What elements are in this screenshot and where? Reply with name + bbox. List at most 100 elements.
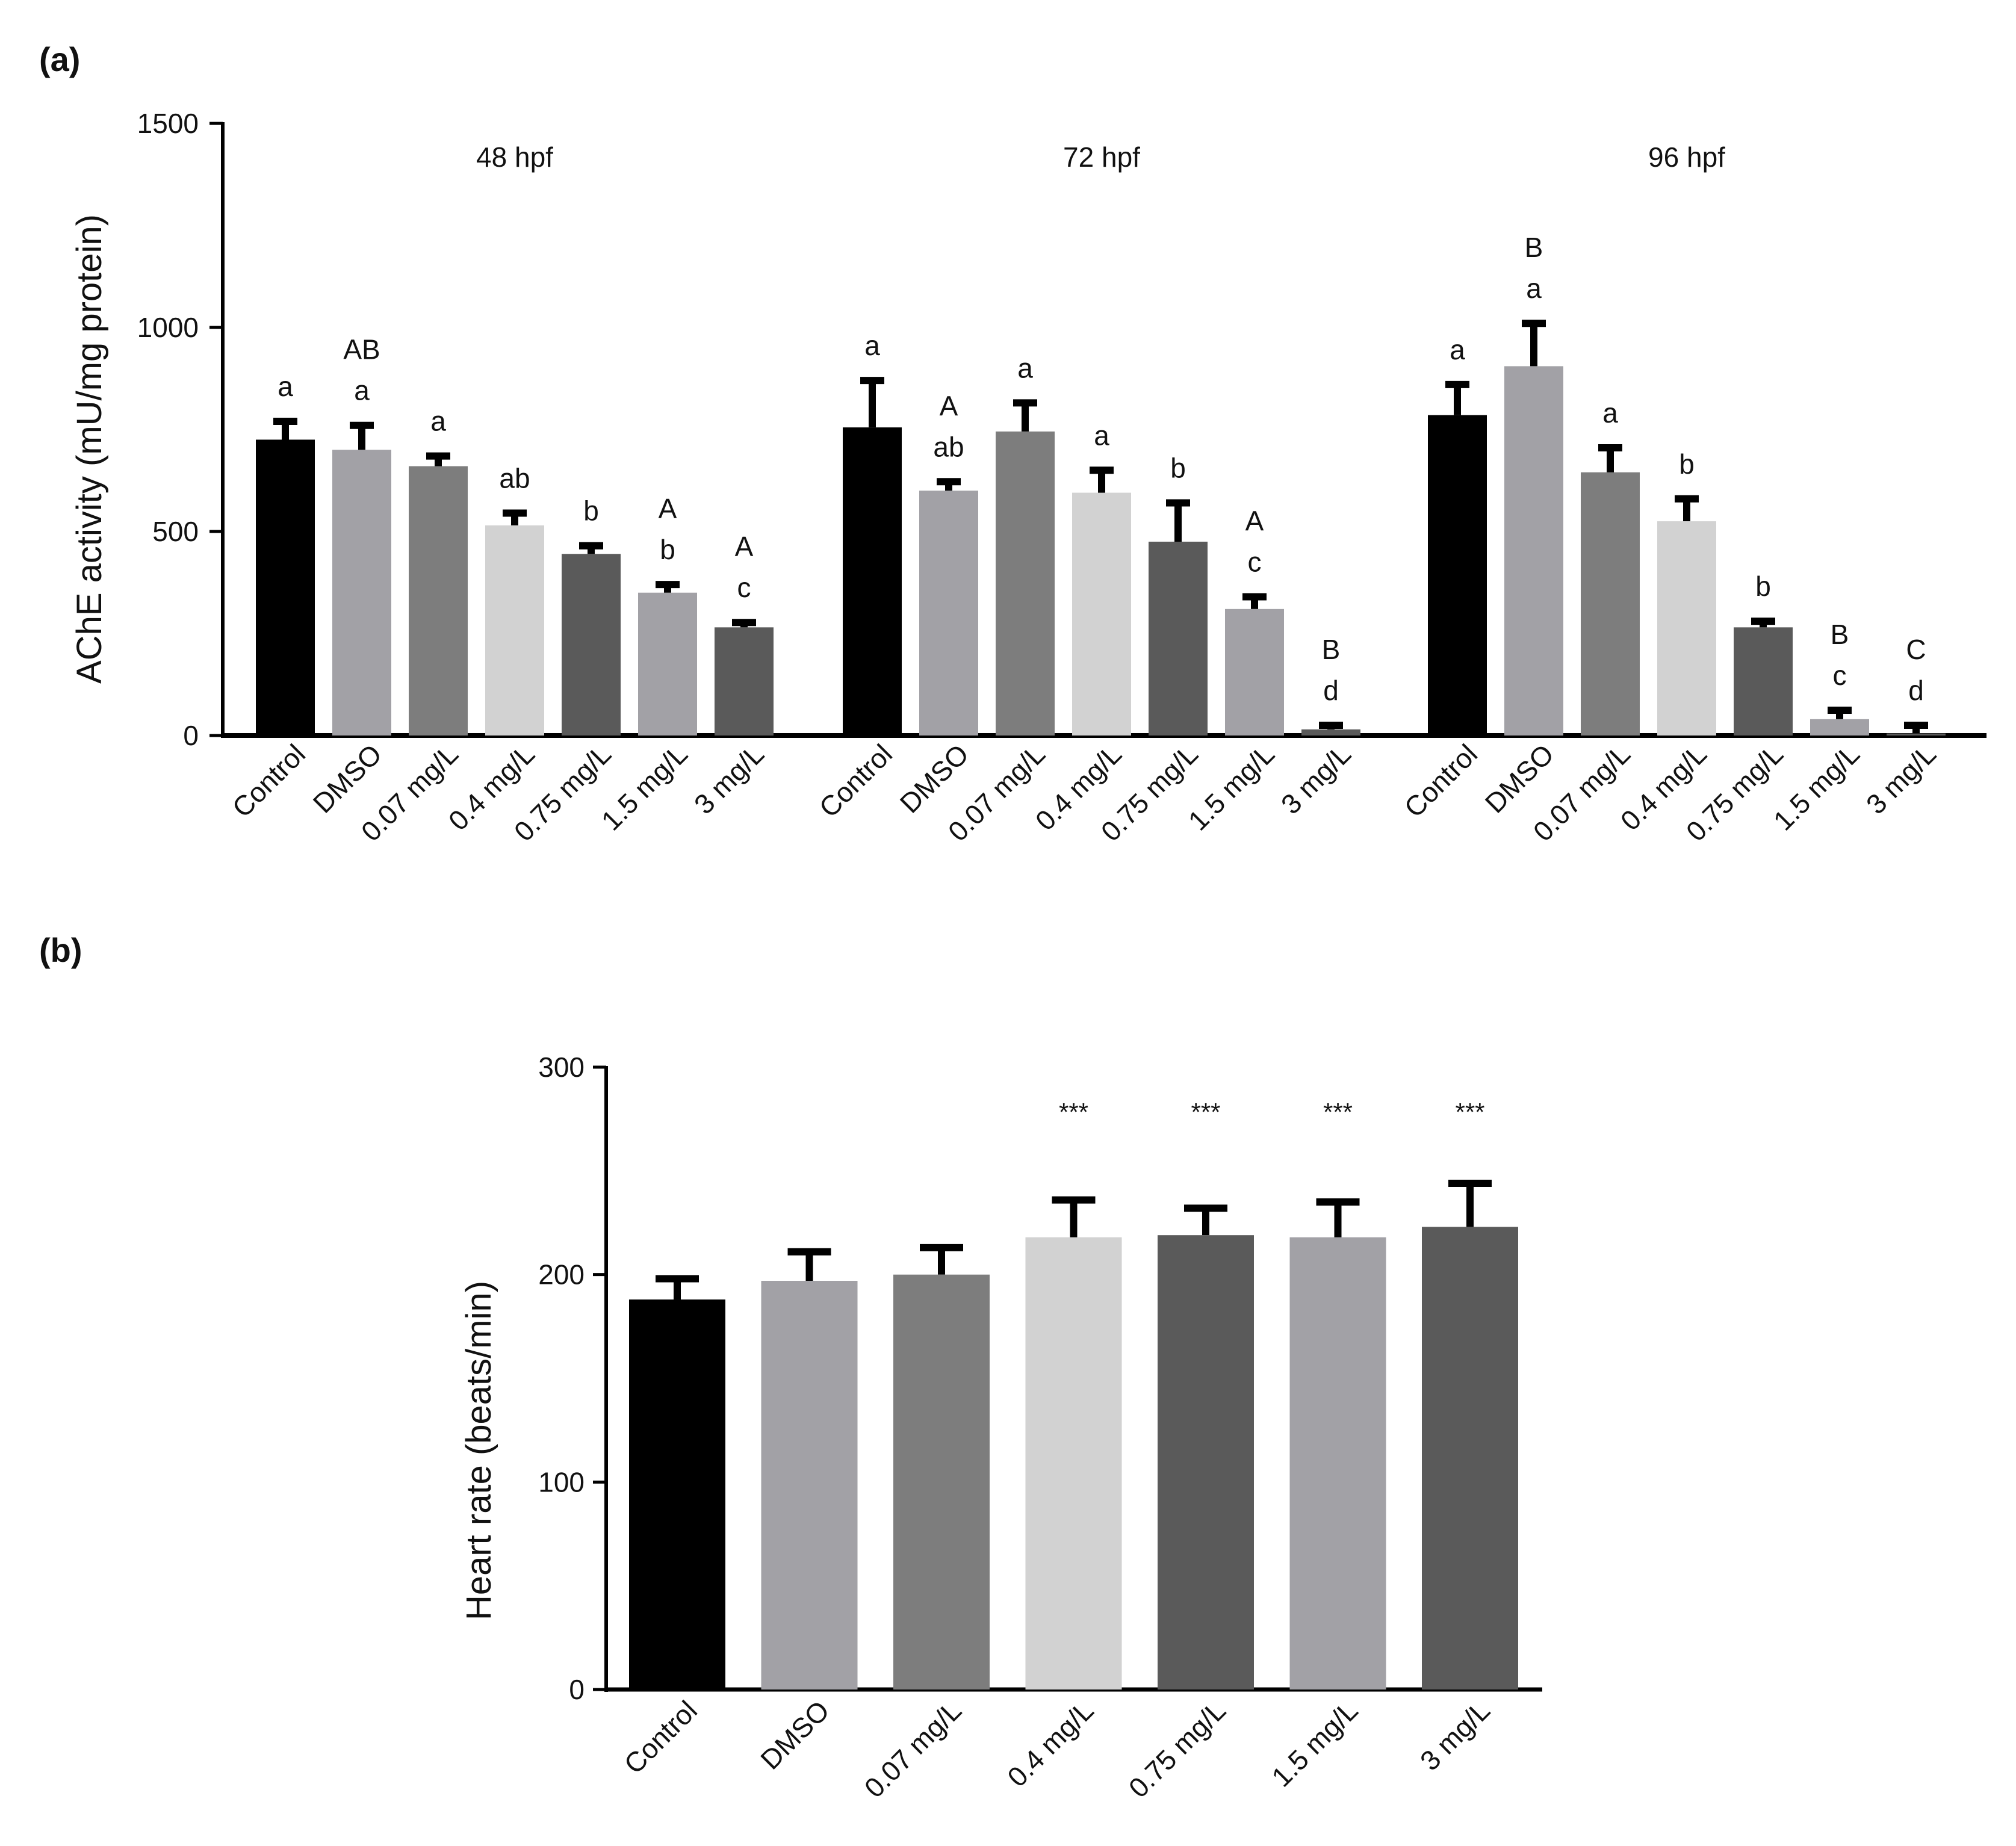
bar-96-hpf-control <box>1428 415 1487 736</box>
bar-96-hpf-0-75-mg-l <box>1734 627 1793 736</box>
letter-72-hpf-1-5-mg-l-0: A <box>1245 505 1264 536</box>
x-label-48-hpf-3-mg-l: 3 mg/L <box>688 738 770 820</box>
hr-significance-3-mg-l: *** <box>1455 1098 1484 1126</box>
hr-x-label-control: Control <box>618 1694 703 1780</box>
b-y-tick-label-200: 200 <box>538 1259 585 1290</box>
letter-96-hpf-3-mg-l-0: C <box>1906 634 1926 665</box>
panel-a: (a) AChE activity (mU/mg protein) 0 500 10… <box>39 40 1987 847</box>
letter-48-hpf-3-mg-l-0: A <box>735 531 754 562</box>
letter-48-hpf-0-07-mg-l-0: a <box>430 406 446 437</box>
bar-72-hpf-control <box>843 427 902 736</box>
x-label-72-hpf-1-5-mg-l: 1.5 mg/L <box>1182 738 1280 836</box>
hr-x-label-0-75-mg-l: 0.75 mg/L <box>1123 1694 1232 1803</box>
bar-72-hpf-0-75-mg-l <box>1149 541 1208 736</box>
letter-96-hpf-0-75-mg-l-0: b <box>1755 571 1771 602</box>
letter-96-hpf-0-4-mg-l-0: b <box>1679 448 1695 480</box>
letter-48-hpf-0-4-mg-l-0: ab <box>499 462 530 494</box>
hr-bar-0-75-mg-l <box>1158 1235 1254 1690</box>
x-label-96-hpf-control: Control <box>1398 738 1483 823</box>
x-label-96-hpf-1-5-mg-l: 1.5 mg/L <box>1767 738 1866 836</box>
letter-48-hpf-dmso-1: a <box>354 375 370 406</box>
letter-72-hpf-control-0: a <box>864 330 880 361</box>
panel-a-y-axis-label: AChE activity (mU/mg protein) <box>70 214 109 684</box>
hr-bar-3-mg-l <box>1422 1227 1518 1690</box>
letter-72-hpf-3-mg-l-1: d <box>1323 675 1339 706</box>
bar-72-hpf-0-07-mg-l <box>996 431 1055 736</box>
x-label-48-hpf-control: Control <box>226 738 311 823</box>
letter-48-hpf-control-0: a <box>278 371 293 402</box>
panel-b-y-axis-label: Heart rate (beats/min) <box>459 1281 498 1620</box>
bar-72-hpf-3-mg-l <box>1301 729 1360 736</box>
bar-48-hpf-0-4-mg-l <box>485 525 544 736</box>
hr-significance-1-5-mg-l: *** <box>1323 1098 1353 1126</box>
bar-72-hpf-1-5-mg-l <box>1225 609 1284 736</box>
x-label-48-hpf-1-5-mg-l: 1.5 mg/L <box>595 738 693 836</box>
panel-b: (b) Heart rate (beats/min) 0 100 200 300 Co… <box>39 931 1542 1804</box>
panel-a-label: (a) <box>39 40 80 78</box>
letter-72-hpf-dmso-0: A <box>940 390 958 421</box>
bar-96-hpf-dmso <box>1504 366 1563 736</box>
b-y-tick-label-300: 300 <box>538 1052 585 1083</box>
letter-96-hpf-dmso-1: a <box>1526 273 1542 304</box>
y-tick-label-500: 500 <box>152 516 199 547</box>
letter-96-hpf-control-0: a <box>1450 334 1465 365</box>
hr-x-label-dmso: DMSO <box>754 1694 835 1775</box>
bar-72-hpf-0-4-mg-l <box>1072 492 1131 736</box>
x-label-96-hpf-3-mg-l: 3 mg/L <box>1860 738 1942 820</box>
bar-48-hpf-control <box>256 439 315 736</box>
bar-48-hpf-1-5-mg-l <box>638 592 697 736</box>
bar-72-hpf-dmso <box>919 491 978 736</box>
hr-bar-0-07-mg-l <box>893 1274 990 1690</box>
y-tick-label-1000: 1000 <box>137 312 199 343</box>
x-label-72-hpf-3-mg-l: 3 mg/L <box>1275 738 1357 820</box>
x-label-72-hpf-control: Control <box>813 738 898 823</box>
letter-72-hpf-0-07-mg-l-0: a <box>1017 352 1033 383</box>
group-label-48hpf: 48 hpf <box>476 141 553 173</box>
letter-48-hpf-dmso-0: AB <box>343 334 380 365</box>
panel-b-y-ticks: 0 100 200 300 <box>538 1052 606 1705</box>
letter-96-hpf-3-mg-l-1: d <box>1908 675 1924 706</box>
bar-96-hpf-3-mg-l <box>1887 733 1946 736</box>
panel-a-y-ticks: 0 500 1000 1500 <box>137 108 223 751</box>
panel-a-bars <box>256 320 1946 736</box>
letter-72-hpf-3-mg-l-0: B <box>1322 634 1341 665</box>
hr-x-label-0-07-mg-l: 0.07 mg/L <box>858 1694 967 1803</box>
letter-48-hpf-1-5-mg-l-0: A <box>659 493 677 524</box>
letter-96-hpf-0-07-mg-l-0: a <box>1602 397 1618 429</box>
group-label-72hpf: 72 hpf <box>1063 141 1140 173</box>
bar-96-hpf-1-5-mg-l <box>1810 719 1869 736</box>
hr-x-label-0-4-mg-l: 0.4 mg/L <box>1001 1694 1099 1792</box>
hr-bar-dmso <box>761 1281 858 1690</box>
letter-96-hpf-dmso-0: B <box>1525 232 1543 263</box>
letter-48-hpf-1-5-mg-l-1: b <box>660 534 675 565</box>
letter-72-hpf-1-5-mg-l-1: c <box>1248 546 1262 577</box>
hr-significance-0-75-mg-l: *** <box>1191 1098 1220 1126</box>
letter-96-hpf-1-5-mg-l-1: c <box>1833 660 1847 691</box>
bar-96-hpf-0-07-mg-l <box>1581 472 1640 736</box>
group-label-96hpf: 96 hpf <box>1648 141 1725 173</box>
bar-48-hpf-0-07-mg-l <box>409 466 468 736</box>
y-tick-label-0: 0 <box>183 720 199 751</box>
hr-bar-0-4-mg-l <box>1025 1237 1122 1690</box>
panel-b-label: (b) <box>39 931 82 969</box>
bar-48-hpf-3-mg-l <box>715 627 774 736</box>
letter-48-hpf-0-75-mg-l-0: b <box>583 495 599 527</box>
letter-72-hpf-dmso-1: ab <box>933 431 964 462</box>
letter-72-hpf-0-4-mg-l-0: a <box>1094 420 1109 451</box>
panel-a-group-labels: 48 hpf 72 hpf 96 hpf <box>476 141 1725 173</box>
hr-bar-1-5-mg-l <box>1289 1237 1386 1690</box>
b-y-tick-label-0: 0 <box>569 1674 585 1705</box>
b-y-tick-label-100: 100 <box>538 1466 585 1498</box>
bar-96-hpf-0-4-mg-l <box>1657 521 1716 736</box>
letter-72-hpf-0-75-mg-l-0: b <box>1170 453 1186 484</box>
panel-b-significance-stars: *** *** *** *** <box>1059 1098 1485 1126</box>
hr-significance-0-4-mg-l: *** <box>1059 1098 1088 1126</box>
hr-bar-control <box>629 1299 725 1690</box>
y-tick-label-1500: 1500 <box>137 108 199 139</box>
bar-48-hpf-0-75-mg-l <box>562 554 621 736</box>
letter-48-hpf-3-mg-l-1: c <box>737 572 751 603</box>
hr-x-label-1-5-mg-l: 1.5 mg/L <box>1265 1694 1363 1792</box>
